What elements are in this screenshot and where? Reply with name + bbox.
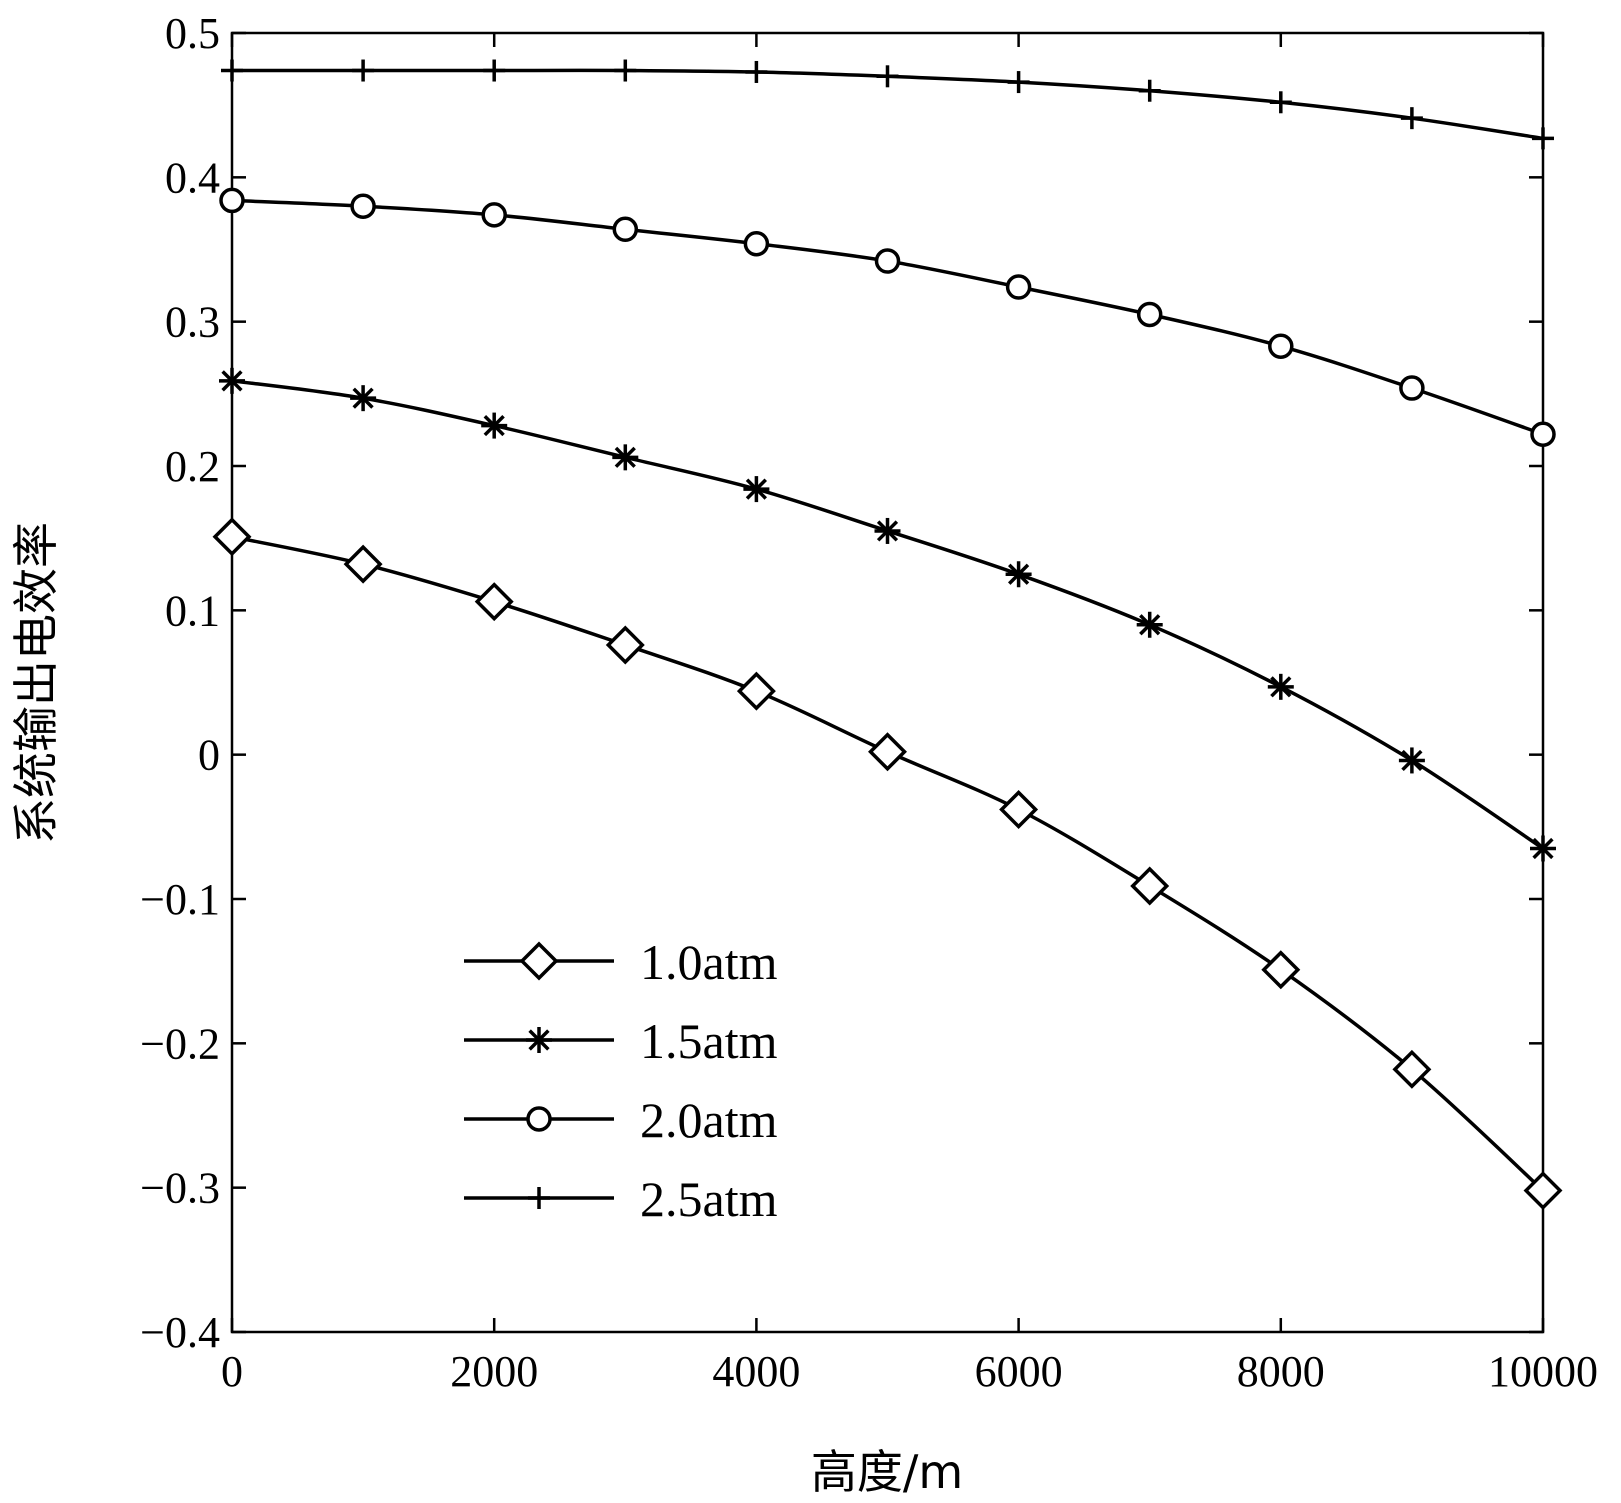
legend-item: 1.0atm bbox=[464, 934, 778, 990]
legend-label: 1.0atm bbox=[640, 934, 778, 990]
data-point bbox=[221, 59, 243, 82]
x-tick-label: 10000 bbox=[1488, 1347, 1598, 1396]
y-tick-label: 0.1 bbox=[165, 586, 220, 635]
data-point bbox=[1136, 611, 1163, 638]
series-line bbox=[231, 534, 1545, 1192]
x-tick-label: 8000 bbox=[1237, 1347, 1325, 1396]
legend-label: 1.5atm bbox=[640, 1013, 778, 1069]
data-point bbox=[352, 59, 375, 82]
y-axis-title: 系统输出电效率 bbox=[9, 522, 63, 844]
series-2.0atm bbox=[219, 187, 1556, 447]
data-point bbox=[612, 216, 639, 243]
legend-label: 2.0atm bbox=[640, 1092, 778, 1148]
data-point bbox=[743, 230, 770, 257]
x-tick-label: 6000 bbox=[975, 1347, 1063, 1396]
data-point bbox=[212, 517, 252, 557]
series-1.0atm bbox=[212, 517, 1563, 1211]
legend-item: 2.5atm bbox=[464, 1171, 778, 1227]
series-2.5atm bbox=[221, 59, 1554, 150]
data-point bbox=[483, 59, 506, 82]
data-point bbox=[1400, 107, 1423, 130]
data-point bbox=[1005, 561, 1032, 588]
data-point bbox=[1392, 1049, 1432, 1089]
data-point bbox=[1268, 333, 1294, 359]
x-tick-label: 4000 bbox=[712, 1347, 800, 1396]
plot-frame bbox=[230, 31, 1545, 1334]
data-point bbox=[1007, 71, 1030, 94]
data-point bbox=[219, 187, 245, 214]
series-1.5atm bbox=[219, 367, 1556, 862]
y-tick-labels: −0.4 −0.3 −0.2 −0.1 0 0.1 0.2 0.3 0.4 0.5 bbox=[140, 9, 220, 1357]
series-layer bbox=[212, 59, 1563, 1211]
y-tick-label: 0.3 bbox=[165, 298, 220, 347]
data-point bbox=[745, 60, 768, 83]
data-point bbox=[612, 444, 639, 471]
y-tick-label: −0.4 bbox=[140, 1308, 220, 1357]
legend-marker bbox=[519, 941, 559, 981]
data-point bbox=[736, 671, 776, 711]
legend-marker bbox=[528, 1187, 550, 1209]
data-point bbox=[1005, 274, 1032, 300]
data-point bbox=[614, 59, 637, 82]
data-point bbox=[868, 732, 907, 772]
data-point bbox=[876, 65, 899, 88]
data-point bbox=[999, 790, 1039, 829]
axis-ticks bbox=[230, 31, 1545, 1334]
data-point bbox=[1532, 127, 1554, 150]
data-point bbox=[1136, 301, 1163, 328]
data-point bbox=[874, 517, 901, 544]
y-tick-label: 0.5 bbox=[165, 9, 220, 58]
legend-item: 1.5atm bbox=[464, 1013, 778, 1069]
legend-label: 2.5atm bbox=[640, 1171, 778, 1227]
data-point bbox=[481, 412, 508, 439]
data-point bbox=[350, 385, 377, 412]
legend: 1.0atm 1.5atm 2.0atm 2.5atm bbox=[464, 934, 778, 1227]
data-point bbox=[219, 367, 245, 394]
data-point bbox=[350, 193, 376, 219]
series-line bbox=[231, 198, 1544, 436]
x-tick-labels: 0 2000 4000 6000 8000 10000 bbox=[221, 1347, 1598, 1396]
data-point bbox=[874, 248, 901, 274]
y-tick-label: 0.2 bbox=[165, 442, 220, 491]
legend-marker bbox=[526, 1106, 552, 1132]
data-point bbox=[1530, 421, 1556, 447]
data-point bbox=[1267, 673, 1294, 700]
data-point bbox=[1261, 950, 1301, 990]
x-axis-title: 高度/m bbox=[811, 1445, 963, 1499]
data-point bbox=[343, 544, 383, 584]
data-point bbox=[1523, 1171, 1563, 1211]
series-line bbox=[231, 379, 1544, 850]
data-point bbox=[1130, 866, 1170, 906]
data-point bbox=[1398, 747, 1425, 774]
data-point bbox=[1399, 375, 1425, 401]
x-tick-label: 2000 bbox=[450, 1347, 538, 1396]
y-tick-label: −0.3 bbox=[140, 1164, 220, 1213]
y-tick-label: 0 bbox=[198, 731, 220, 780]
data-point bbox=[474, 582, 514, 622]
data-point bbox=[481, 202, 507, 228]
legend-marker bbox=[526, 1027, 552, 1053]
legend-item: 2.0atm bbox=[464, 1092, 778, 1148]
data-point bbox=[1530, 835, 1556, 862]
y-tick-label: −0.1 bbox=[140, 875, 220, 924]
data-point bbox=[1269, 91, 1292, 114]
data-point bbox=[605, 625, 645, 665]
x-tick-label: 0 bbox=[221, 1347, 243, 1396]
data-point bbox=[743, 476, 770, 503]
y-tick-label: −0.2 bbox=[140, 1019, 220, 1068]
data-point bbox=[1138, 79, 1161, 102]
y-tick-label: 0.4 bbox=[165, 153, 220, 202]
